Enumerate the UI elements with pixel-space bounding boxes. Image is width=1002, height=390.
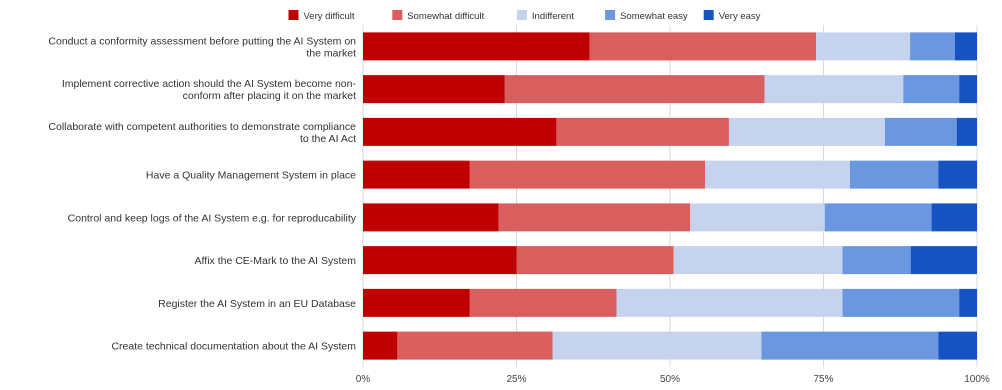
category-label: Have a Quality Management System in plac… [146, 170, 356, 182]
bar-segment [959, 288, 977, 317]
x-tick-label: 100% [964, 374, 990, 385]
category-label: Control and keep logs of the AI System e… [68, 212, 357, 224]
x-tick-label: 25% [506, 374, 526, 385]
category-label: Register the AI System in an EU Database [158, 298, 356, 310]
bar-segment [504, 75, 765, 104]
category-label: the market [306, 47, 356, 59]
category-label: Affix the CE-Mark to the AI System [195, 255, 357, 267]
bar-segment [363, 331, 398, 360]
bar-segment [397, 331, 553, 360]
bar-segment [363, 246, 517, 275]
bar-segment [761, 331, 939, 360]
bar-segment [363, 288, 470, 317]
bar-segment [931, 203, 977, 232]
x-tick-label: 0% [356, 374, 371, 385]
bar-segment [363, 117, 557, 146]
bar-segment [469, 288, 617, 317]
bar-segment [910, 246, 977, 275]
category-label: to the AI Act [300, 133, 356, 145]
bar-segment [363, 160, 470, 189]
bar-segment [673, 246, 843, 275]
bar-segment [842, 246, 911, 275]
bar-segment [954, 32, 977, 61]
x-tick-label: 50% [660, 374, 680, 385]
bar-segment [616, 288, 843, 317]
bar-segment [910, 32, 955, 61]
bar-segment [363, 32, 590, 61]
bar-segment [938, 160, 977, 189]
bar-segment [956, 117, 977, 146]
bar-segment [849, 160, 939, 189]
legend-swatch [703, 10, 714, 20]
bar-segment [589, 32, 817, 61]
legend-label: Somewhat difficult [407, 11, 484, 22]
legend-label: Very easy [719, 11, 761, 22]
bar-segment [764, 75, 904, 104]
bar-segment [516, 246, 674, 275]
bar-segment [959, 75, 977, 104]
bar-segment [556, 117, 729, 146]
bar-segment [363, 203, 499, 232]
bar-segment [824, 203, 932, 232]
category-label: Create technical documentation about the… [111, 341, 356, 353]
bar-segment [816, 32, 911, 61]
legend-swatch [392, 10, 403, 20]
category-label: Implement corrective action should the A… [62, 78, 357, 90]
bar-segment [498, 203, 691, 232]
bar-segment [938, 331, 977, 360]
bar-segment [842, 288, 960, 317]
x-tick-label: 75% [813, 374, 833, 385]
bar-segment [363, 75, 505, 104]
bar-segment [552, 331, 762, 360]
legend-swatch [605, 10, 616, 20]
bar-segment [884, 117, 957, 146]
bar-segment [469, 160, 705, 189]
legend-label: Indifferent [532, 11, 574, 22]
category-label: Conduct a conformity assessment before p… [48, 35, 356, 47]
bar-segment [903, 75, 960, 104]
category-label: conform after placing it on the market [183, 90, 356, 102]
legend-label: Very difficult [304, 11, 355, 22]
bar-segment [690, 203, 825, 232]
bar-segment [704, 160, 850, 189]
legend-swatch [516, 10, 527, 20]
legend-label: Somewhat easy [620, 11, 688, 22]
legend-swatch [288, 10, 299, 20]
bar-segment [728, 117, 885, 146]
category-label: Collaborate with competent authorities t… [48, 121, 356, 133]
